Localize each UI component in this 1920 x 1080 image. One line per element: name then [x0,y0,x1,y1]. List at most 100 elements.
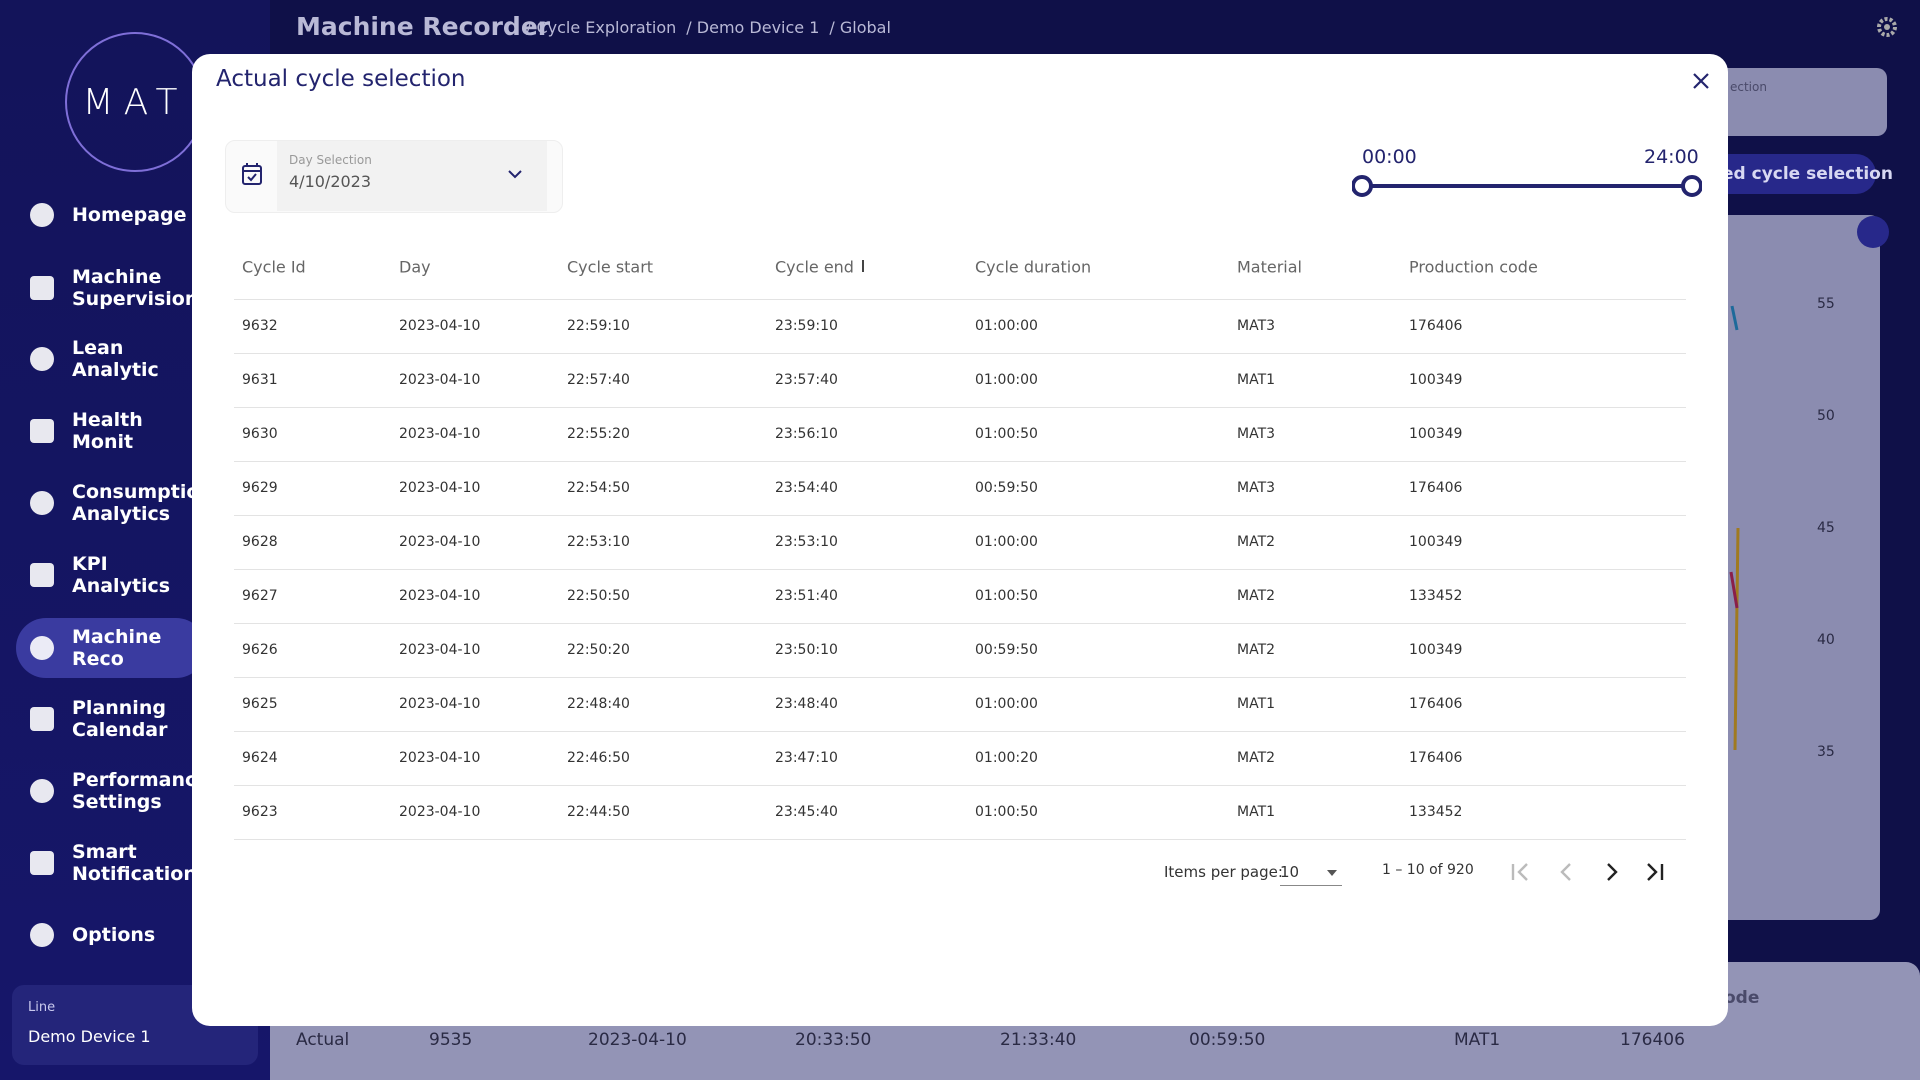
nav-item[interactable]: Lean Analytic [72,337,159,381]
bg-button [1700,154,1876,194]
column-header[interactable]: Cycle end [775,257,854,277]
bg-collapse [1857,216,1889,248]
cell: 2023-04-10 [399,804,481,820]
column-header: Material [1237,257,1302,277]
cell: 9625 [242,696,278,712]
cell: 2023-04-10 [399,372,481,388]
cell: 23:54:40 [775,480,838,496]
line-value: Demo Device 1 [28,1027,151,1046]
cell: 23:57:40 [775,372,838,388]
cell: 23:45:40 [775,804,838,820]
nav-item[interactable]: Machine Supervision [72,266,199,310]
cell: 2023-04-10 [399,642,481,658]
cell: MAT2 [1237,588,1276,604]
cell: 22:44:50 [567,804,630,820]
bg-chart-panel [1700,215,1880,920]
cell: MAT2 [1237,642,1276,658]
cell: 22:57:40 [567,372,630,388]
row-separator [234,731,1686,732]
nav-icon [30,419,54,443]
cell: 22:55:20 [567,426,630,442]
bg-axis-tick: 35 [1817,744,1835,760]
nav-item[interactable]: Planning Calendar [72,697,168,741]
breadcrumbs: / Cycle Exploration / Demo Device 1 / Glob… [526,18,901,37]
bg-cell: MAT1 [1454,1030,1501,1050]
range-end: 24:00 [1644,146,1699,168]
column-header: Cycle Id [242,257,306,277]
day-value: 4/10/2023 [289,172,372,191]
nav-item[interactable]: Consumption Analytics [72,481,213,525]
nav-icon [30,347,54,371]
cell: 100349 [1409,372,1463,388]
cell: 01:00:50 [975,426,1038,442]
bg-cell: Actual [296,1030,350,1050]
page-size[interactable]: 10 [1280,863,1342,886]
column-header: Production code [1409,257,1538,277]
cell: 2023-04-10 [399,480,481,496]
cell: MAT1 [1237,372,1276,388]
dialog-title: Actual cycle selection [216,66,466,92]
bg-axis-tick: 55 [1817,296,1835,312]
dialog: Actual cycle selection Day Selection 4/1… [192,54,1728,1026]
cell: 01:00:00 [975,372,1038,388]
cell: 9623 [242,804,278,820]
cell: 23:48:40 [775,696,838,712]
cell: 2023-04-10 [399,534,481,550]
cell: MAT2 [1237,750,1276,766]
cell: MAT3 [1237,426,1276,442]
nav-item[interactable]: Health Monit [72,409,143,453]
cell: 01:00:00 [975,696,1038,712]
nav-icon [30,779,54,803]
nav-item[interactable]: Options [72,924,156,946]
cell: 133452 [1409,588,1463,604]
bg-cell: 00:59:50 [1189,1030,1266,1050]
close-button[interactable] [1692,72,1710,90]
cell: 176406 [1409,750,1463,766]
cell: 176406 [1409,480,1463,496]
nav-icon [30,276,54,300]
cell: MAT3 [1237,480,1276,496]
page-size-arrow [1327,870,1337,876]
nav-item[interactable]: Homepage [72,204,187,226]
nav-item[interactable]: Machine Reco [72,626,162,670]
bg-cell: 2023-04-10 [588,1030,687,1050]
nav-item[interactable]: Performance Settings [72,769,210,813]
cell: 23:53:10 [775,534,838,550]
cell: 2023-04-10 [399,426,481,442]
nav-item[interactable]: Smart Notifications [72,841,209,885]
cell: 22:50:50 [567,588,630,604]
day-label: Day Selection [289,153,372,167]
bg-cell: 21:33:40 [1000,1030,1077,1050]
cell: 01:00:00 [975,534,1038,550]
cell: 23:47:10 [775,750,838,766]
bg-axis-tick: 45 [1817,520,1835,536]
settings-icon[interactable] [1876,16,1898,38]
cell: 100349 [1409,426,1463,442]
cell: 22:59:10 [567,318,630,334]
nav-icon [30,203,54,227]
cell: 01:00:50 [975,804,1038,820]
cell: 23:56:10 [775,426,838,442]
breadcrumb: / Demo Device 1 [686,18,820,37]
cell: 22:50:20 [567,642,630,658]
cell: MAT2 [1237,534,1276,550]
row-separator [234,785,1686,786]
cell: MAT1 [1237,804,1276,820]
cell: 9626 [242,642,278,658]
row-separator [234,461,1686,462]
cell: 9629 [242,480,278,496]
page-nav[interactable] [1507,860,1677,884]
cell: 22:53:10 [567,534,630,550]
cell: 9632 [242,318,278,334]
bg-cell: 9535 [429,1030,473,1050]
calendar-icon [242,163,262,185]
column-header: Day [399,257,431,277]
cell: 133452 [1409,804,1463,820]
nav-item[interactable]: KPI Analytics [72,553,171,597]
cell: 2023-04-10 [399,750,481,766]
cell: 23:59:10 [775,318,838,334]
time-slider[interactable] [1352,174,1702,198]
row-separator [234,839,1686,840]
dropdown-arrow [508,170,522,179]
nav-icon [30,563,54,587]
